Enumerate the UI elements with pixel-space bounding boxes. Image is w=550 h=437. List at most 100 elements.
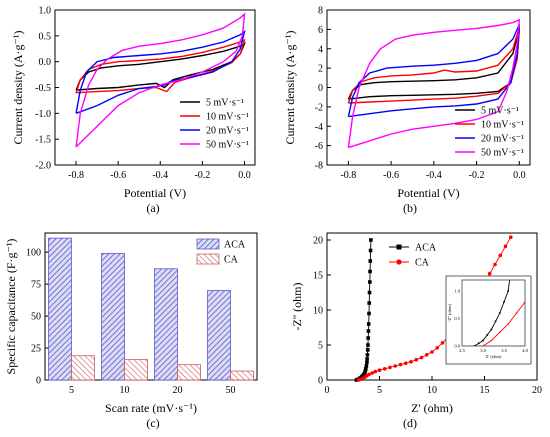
bar-ca	[124, 359, 148, 381]
y-tick-label-d: 5	[318, 341, 323, 352]
x-tick-label-c: 5	[69, 385, 74, 396]
data-point-inset-aca	[519, 109, 521, 111]
y-tick-label-c: 0	[36, 376, 41, 387]
bar-aca	[48, 237, 72, 381]
cv-loop-b-2	[347, 24, 520, 118]
cv-loop-a-3	[75, 12, 246, 148]
x-axis-label-b: Potential (V)	[397, 186, 459, 200]
data-point-inset-aca	[516, 208, 518, 210]
y-tick-label-a: -2.0	[35, 161, 51, 172]
data-point-aca	[368, 259, 373, 263]
y-tick-label-d: 20	[313, 236, 323, 247]
data-point-aca	[364, 364, 369, 368]
x-tick-label-d: 0	[325, 385, 330, 396]
y-tick-label-b: -8	[315, 161, 323, 172]
x-tick-label-a: -0.8	[68, 170, 84, 181]
legend-swatch-c	[196, 238, 220, 250]
data-point-ca	[377, 368, 382, 373]
legend-label-c: ACA	[224, 240, 246, 251]
data-point-ca	[435, 346, 440, 350]
data-point-inset-ca	[499, 331, 501, 334]
x-tick-label-d: 10	[427, 385, 437, 396]
data-point-aca	[363, 369, 368, 373]
x-tick-label-a: 0.0	[238, 170, 251, 181]
y-tick-label-a: -1.5	[35, 135, 51, 146]
data-point-aca	[367, 290, 372, 295]
inset-x-tick-label: 3.0	[480, 348, 486, 353]
x-tick-label-d: 20	[532, 385, 542, 396]
y-tick-label-c: 100	[26, 248, 41, 259]
data-point-aca	[366, 329, 371, 333]
panel-b-cv-chart: -0.8 -0.6 -0.4 -0.2 0.0 -8 -6 -4 -2 0 2 4 6 8 Potentia…	[283, 6, 531, 200]
data-point-inset-ca	[524, 301, 525, 303]
data-point-ca	[367, 372, 371, 377]
y-tick-label-a: -0.5	[35, 83, 51, 94]
y-axis-label-b: Current density (A·g⁻¹)	[283, 31, 297, 145]
legend-label-a: 50 mV·s⁻¹	[206, 140, 249, 151]
legend-marker-d	[396, 259, 402, 265]
x-tick-label-c: 50	[226, 385, 236, 396]
legend-marker-d	[396, 244, 402, 250]
legend-label-a: 5 mV·s⁻¹	[206, 98, 244, 109]
inset-x-tick-label: 3.5	[501, 348, 507, 353]
data-point-inset-aca	[512, 257, 514, 259]
data-point-ca	[414, 357, 419, 362]
data-point-ca	[393, 364, 398, 368]
data-point-inset-ca	[490, 339, 493, 342]
data-point-ca	[503, 244, 508, 249]
series-line-inset-aca	[474, 280, 511, 346]
data-point-ca	[373, 369, 378, 374]
legend-swatch-c	[196, 253, 220, 265]
data-point-aca	[365, 360, 369, 365]
y-tick-label-c: 75	[31, 280, 41, 291]
bar-ca	[177, 364, 201, 381]
y-axis-label-d: -Z'' (ohm)	[290, 283, 304, 331]
x-axis-label-d: Z' (ohm)	[411, 401, 453, 415]
y-tick-label-b: -4	[315, 122, 323, 133]
panel-c-bar-chart: 0 25 50 75 100 5 10 20 50 Scan rate (mV·s⁻¹) Speci…	[4, 232, 258, 415]
data-point-aca	[367, 311, 371, 316]
data-point-inset-aca	[503, 301, 505, 303]
legend-label-a: 20 mV·s⁻¹	[206, 126, 249, 137]
data-point-inset-ca	[507, 323, 510, 325]
data-point-aca	[368, 248, 373, 253]
data-point-aca	[367, 301, 372, 305]
y-tick-label-b: 8	[318, 6, 323, 17]
y-axis-label-a: Current density (A·g⁻¹)	[11, 31, 25, 145]
bar-aca	[101, 253, 125, 381]
y-tick-label-b: 2	[318, 64, 323, 75]
data-point-aca	[364, 367, 368, 371]
data-point-inset-aca	[520, 70, 522, 72]
y-tick-label-d: 0	[318, 376, 323, 387]
data-point-ca	[388, 365, 392, 370]
legend-label-b: 20 mV·s⁻¹	[481, 134, 524, 145]
data-point-inset-aca	[482, 339, 484, 342]
cv-loop-b-1	[347, 27, 520, 104]
data-point-ca	[424, 353, 429, 357]
legend-label-a: 10 mV·s⁻¹	[206, 112, 249, 123]
panel-a-cv-chart: -0.8 -0.6 -0.4 -0.2 0.0 -2.0 -1.5 -1.0 -0.5 0.0 0.…	[11, 6, 256, 200]
data-point-ca	[508, 235, 513, 239]
data-point-aca	[369, 238, 373, 242]
x-tick-label-a: -0.4	[152, 170, 168, 181]
x-tick-label-b: -0.4	[426, 170, 442, 181]
y-tick-label-b: 0	[318, 83, 323, 94]
data-point-ca	[493, 262, 497, 267]
data-point-inset-aca	[473, 345, 476, 346]
x-tick-label-a: -0.6	[110, 170, 126, 181]
inset-plot-area	[473, 70, 525, 346]
data-point-inset-ca	[482, 345, 484, 346]
y-tick-label-a: 0.0	[39, 57, 52, 68]
data-point-aca	[368, 269, 372, 274]
y-tick-label-c: 50	[31, 312, 41, 323]
data-point-ca	[382, 367, 387, 371]
y-tick-label-a: 0.5	[39, 31, 52, 42]
inset-y-tick-label: 0.5	[454, 316, 460, 321]
legend-label-b: 50 mV·s⁻¹	[481, 148, 524, 159]
y-tick-label-d: 10	[313, 306, 323, 317]
data-point-ca	[409, 360, 413, 364]
data-point-aca	[365, 348, 370, 352]
data-point-aca	[368, 280, 372, 284]
y-axis-label-c: Specific capacitance (F·g⁻¹)	[4, 239, 18, 375]
